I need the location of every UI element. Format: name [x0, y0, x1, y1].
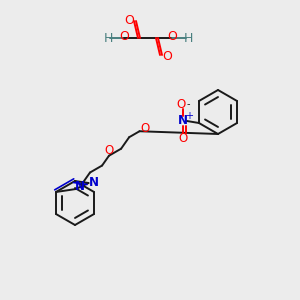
Text: H: H: [183, 32, 193, 44]
Text: O: O: [176, 98, 186, 110]
Text: N: N: [178, 115, 188, 128]
Text: O: O: [167, 31, 177, 44]
Text: +: +: [185, 111, 193, 121]
Text: O: O: [104, 144, 114, 157]
Text: O: O: [178, 131, 188, 145]
Text: N: N: [88, 176, 98, 190]
Text: N: N: [75, 179, 85, 193]
Text: O: O: [119, 31, 129, 44]
Text: -: -: [186, 99, 190, 109]
Text: H: H: [103, 32, 113, 44]
Text: O: O: [140, 122, 149, 135]
Text: O: O: [124, 14, 134, 26]
Text: O: O: [162, 50, 172, 62]
